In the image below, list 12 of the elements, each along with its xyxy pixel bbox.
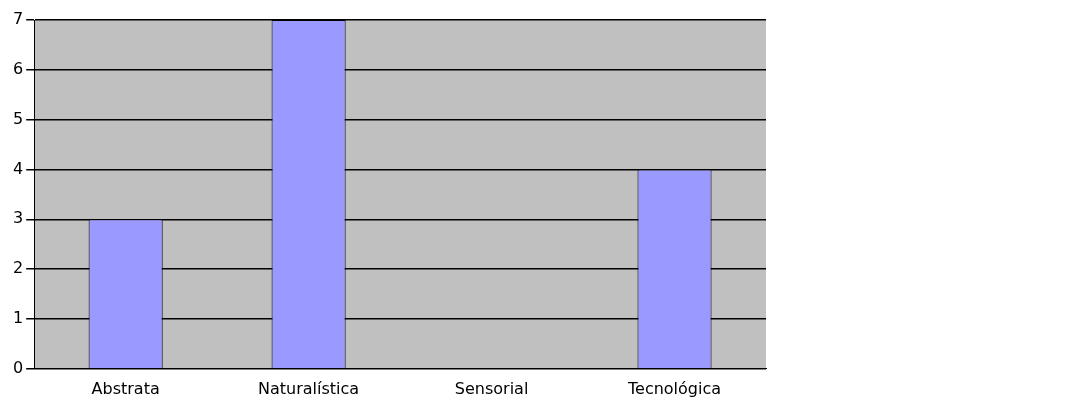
y-tick-label: 5 <box>12 108 24 128</box>
y-tick-label: 3 <box>12 208 24 228</box>
y-tick-label: 2 <box>12 258 24 278</box>
x-tick-label: Abstrata <box>91 378 160 398</box>
y-tick-label: 1 <box>12 308 24 328</box>
x-tick-label: Naturalística <box>258 378 360 398</box>
x-tick-label: Sensorial <box>454 378 529 398</box>
y-tick-label: 6 <box>12 58 24 78</box>
x-tick-label: Tecnológica <box>626 378 722 398</box>
y-tick-label: 7 <box>12 9 24 29</box>
y-tick-label: 0 <box>12 357 24 377</box>
y-tick-label: 4 <box>12 158 24 178</box>
